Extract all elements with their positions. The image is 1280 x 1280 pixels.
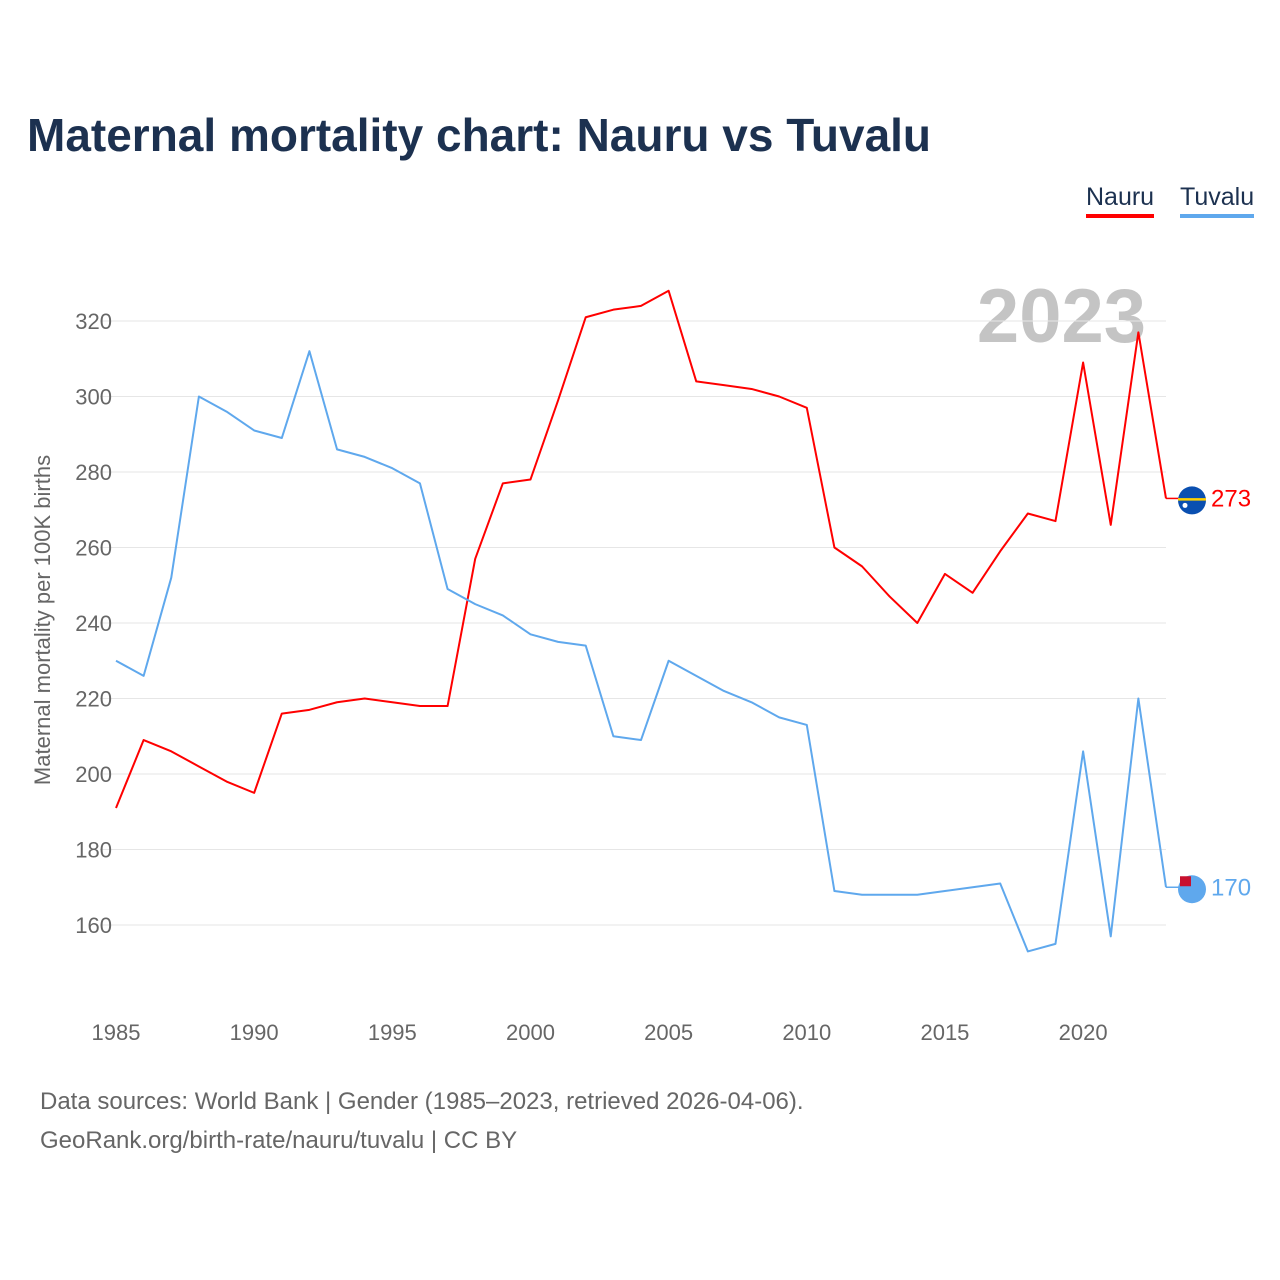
chart-title: Maternal mortality chart: Nauru vs Tuval… xyxy=(27,109,932,161)
legend-nauru[interactable]: Nauru xyxy=(1086,183,1155,218)
y-tick-label: 260 xyxy=(75,536,112,561)
legend-tuvalu[interactable]: Tuvalu xyxy=(1180,183,1255,218)
series-line-tuvalu xyxy=(115,350,1167,953)
y-tick-label: 300 xyxy=(75,385,112,410)
y-tick-label: 220 xyxy=(75,687,112,712)
y-tick-label: 200 xyxy=(75,762,112,787)
series-line-nauru xyxy=(115,289,1167,809)
x-tick-label: 2015 xyxy=(920,1020,969,1045)
x-tick-label: 2020 xyxy=(1059,1020,1108,1045)
source-note: Data sources: World Bank | Gender (1985–… xyxy=(40,1088,804,1115)
y-tick-label: 160 xyxy=(75,913,112,938)
y-tick-label: 240 xyxy=(75,611,112,636)
flag-star xyxy=(1182,502,1188,508)
x-tick-label: 1995 xyxy=(368,1020,417,1045)
x-tick-label: 2005 xyxy=(644,1020,693,1045)
y-tick-label: 280 xyxy=(75,460,112,485)
y-axis-label: Maternal mortality per 100K births xyxy=(30,455,55,785)
x-tick-label: 1985 xyxy=(92,1020,141,1045)
x-tick-label: 2000 xyxy=(506,1020,555,1045)
end-value-label-nauru: 273 xyxy=(1211,485,1251,512)
y-tick-label: 180 xyxy=(75,838,112,863)
source-link[interactable]: GeoRank.org/birth-rate/nauru/tuvalu | CC… xyxy=(40,1127,518,1154)
x-tick-label: 1990 xyxy=(230,1020,279,1045)
year-watermark: 2023 xyxy=(977,274,1146,359)
end-value-label-tuvalu: 170 xyxy=(1211,874,1251,901)
x-tick-label: 2010 xyxy=(782,1020,831,1045)
y-tick-label: 320 xyxy=(75,309,112,334)
flag-union-jack xyxy=(1180,876,1191,887)
